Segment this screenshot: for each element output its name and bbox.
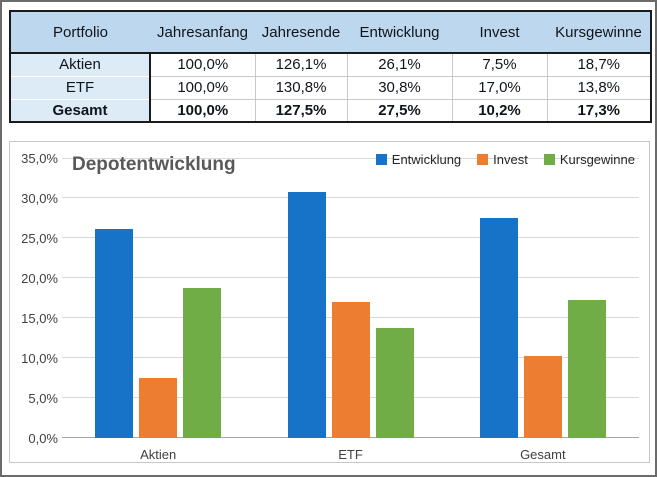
y-gridline [62, 158, 639, 159]
cell-gesamt-invest[interactable]: 10,2% [451, 98, 548, 123]
chart-plot-area [62, 158, 639, 438]
y-gridline [62, 237, 639, 238]
row-label-aktien[interactable]: Aktien [10, 53, 151, 77]
bar-invest-aktien [139, 378, 178, 438]
legend-item-entwicklung: Entwicklung [375, 152, 462, 167]
cell-etf-entwicklung[interactable]: 30,8% [346, 75, 453, 100]
bar-entwicklung-etf [287, 191, 326, 438]
y-axis-tick-label: 10,0% [21, 351, 58, 366]
y-axis-tick-label: 25,0% [21, 231, 58, 246]
chart-title: Depotentwicklung [72, 154, 236, 175]
cell-etf-jahresanfang[interactable]: 100,0% [149, 75, 256, 100]
bar-invest-etf [331, 302, 370, 438]
cell-gesamt-jahresende[interactable]: 127,5% [254, 98, 348, 123]
cell-aktien-invest[interactable]: 7,5% [451, 52, 548, 77]
bar-invest-gesamt [523, 356, 562, 438]
header-invest[interactable]: Invest [452, 11, 547, 54]
header-portfolio[interactable]: Portfolio [10, 11, 150, 54]
table-row-gesamt: Gesamt 100,0% 127,5% 27,5% 10,2% 17,3% [10, 98, 652, 123]
y-gridline [62, 197, 639, 198]
header-entwicklung[interactable]: Entwicklung [347, 11, 452, 54]
cell-gesamt-entwicklung[interactable]: 27,5% [346, 98, 453, 123]
legend-label: Entwicklung [391, 152, 462, 167]
legend-swatch-icon [477, 154, 489, 165]
legend-swatch-icon [375, 154, 387, 165]
cell-aktien-kursgewinne[interactable]: 18,7% [546, 52, 652, 77]
chart-legend: Entwicklung Invest Kursgewinne [375, 152, 635, 167]
cell-gesamt-jahresanfang[interactable]: 100,0% [149, 98, 256, 123]
y-axis-tick-label: 0,0% [28, 431, 58, 446]
cell-etf-invest[interactable]: 17,0% [451, 75, 548, 100]
cell-aktien-entwicklung[interactable]: 26,1% [346, 52, 453, 77]
cell-aktien-jahresende[interactable]: 126,1% [254, 52, 348, 77]
cell-gesamt-kursgewinne[interactable]: 17,3% [546, 98, 652, 123]
x-axis-category-label: ETF [338, 447, 363, 462]
legend-label: Kursgewinne [559, 152, 635, 167]
portfolio-table: Portfolio Jahresanfang Jahresende Entwic… [9, 10, 652, 123]
depot-chart: Depotentwicklung Entwicklung Invest Kursge… [9, 141, 650, 463]
bar-kursgewinne-aktien [183, 288, 222, 438]
cell-etf-jahresende[interactable]: 130,8% [254, 75, 348, 100]
row-label-etf[interactable]: ETF [10, 76, 151, 100]
header-jahresende[interactable]: Jahresende [255, 11, 347, 54]
x-axis-category-label: Aktien [140, 447, 177, 462]
y-axis-tick-label: 30,0% [21, 191, 58, 206]
legend-swatch-icon [543, 154, 555, 165]
legend-label: Invest [493, 152, 528, 167]
row-label-gesamt[interactable]: Gesamt [10, 99, 151, 123]
y-axis-tick-label: 20,0% [21, 271, 58, 286]
cell-etf-kursgewinne[interactable]: 13,8% [546, 75, 652, 100]
table-row-aktien: Aktien 100,0% 126,1% 26,1% 7,5% 18,7% [10, 52, 652, 77]
table-header-row: Portfolio Jahresanfang Jahresende Entwic… [10, 11, 651, 54]
y-gridline [62, 277, 639, 278]
table-row-etf: ETF 100,0% 130,8% 30,8% 17,0% 13,8% [10, 75, 652, 100]
bar-kursgewinne-gesamt [567, 299, 606, 438]
legend-item-kursgewinne: Kursgewinne [543, 152, 635, 167]
cell-aktien-jahresanfang[interactable]: 100,0% [149, 52, 256, 77]
bar-entwicklung-gesamt [479, 218, 518, 438]
bar-kursgewinne-etf [375, 327, 414, 438]
y-axis-tick-label: 35,0% [21, 151, 58, 166]
legend-item-invest: Invest [477, 152, 528, 167]
header-jahresanfang[interactable]: Jahresanfang [150, 11, 255, 54]
y-axis-tick-label: 5,0% [28, 391, 58, 406]
x-axis-category-label: Gesamt [520, 447, 566, 462]
y-axis-tick-label: 15,0% [21, 311, 58, 326]
bar-entwicklung-aktien [95, 229, 134, 438]
header-kursgewinne[interactable]: Kursgewinne [547, 11, 651, 54]
